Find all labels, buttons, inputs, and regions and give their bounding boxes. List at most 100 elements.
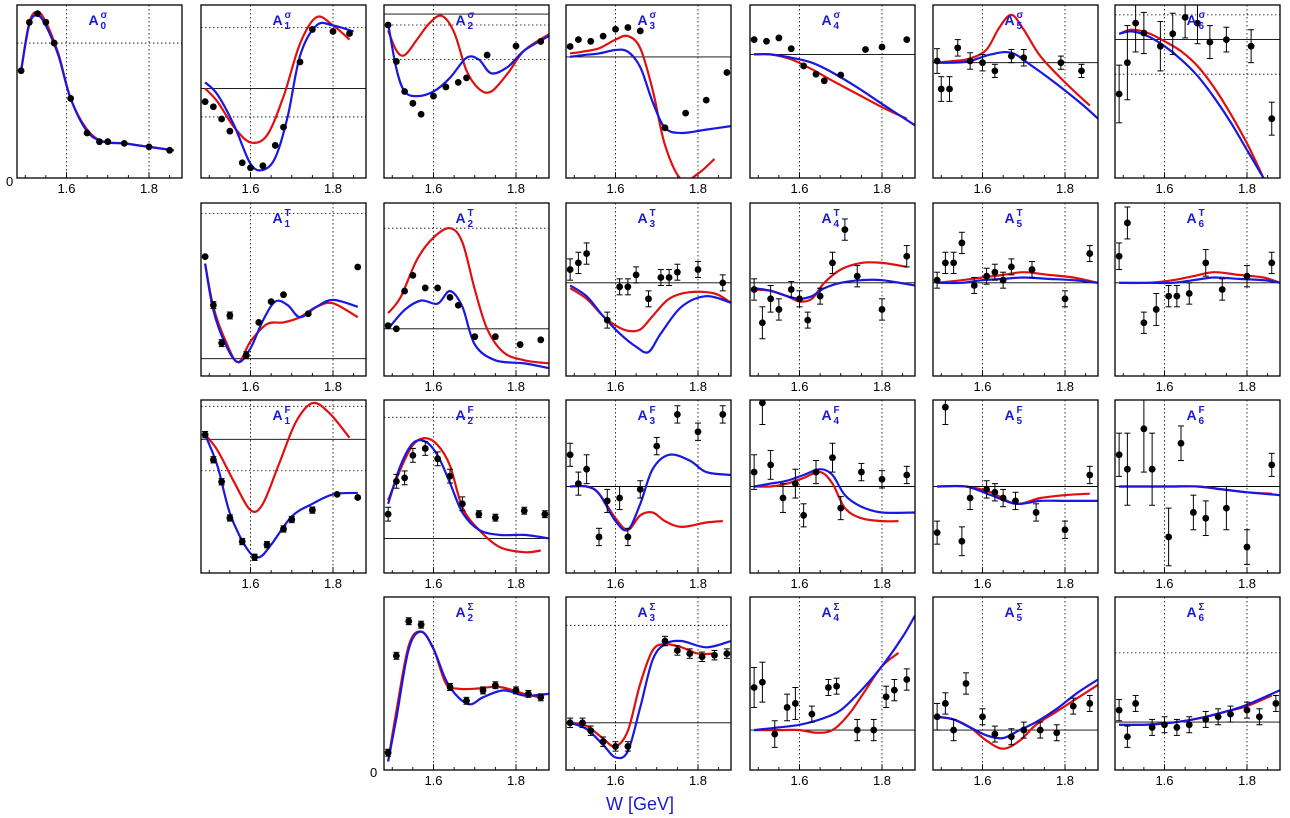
data-point bbox=[1202, 259, 1209, 266]
panel-title-sup: σ bbox=[101, 10, 108, 21]
data-point bbox=[422, 285, 429, 292]
data-point bbox=[537, 38, 544, 45]
panel-title: A bbox=[455, 12, 465, 28]
panel-title-sub: 6 bbox=[1199, 613, 1205, 624]
data-point bbox=[1020, 54, 1027, 61]
data-point bbox=[264, 541, 271, 548]
tick-label-x-2: 1.8 bbox=[873, 379, 891, 394]
panel-frame bbox=[750, 203, 915, 376]
x-axis-label: W [GeV] bbox=[606, 794, 674, 814]
data-point bbox=[920, 727, 927, 734]
data-point bbox=[1165, 293, 1172, 300]
data-point bbox=[1086, 700, 1093, 707]
data-point bbox=[1103, 727, 1110, 734]
panel-title: A bbox=[637, 210, 647, 226]
panel-13: 1.6 1.8A T6 bbox=[1115, 203, 1280, 394]
data-point bbox=[674, 269, 681, 276]
data-point bbox=[575, 259, 582, 266]
panel-title: A bbox=[1004, 12, 1014, 28]
panel-frame bbox=[384, 400, 549, 573]
data-point bbox=[854, 273, 861, 280]
data-point bbox=[934, 58, 941, 65]
data-point bbox=[422, 445, 429, 452]
data-point bbox=[309, 507, 316, 514]
data-point bbox=[393, 325, 400, 332]
data-point bbox=[354, 264, 361, 271]
data-point bbox=[991, 68, 998, 75]
model-b-curve bbox=[21, 15, 174, 150]
data-point bbox=[1186, 721, 1193, 728]
data-point bbox=[401, 288, 408, 295]
panel-title-sub: 4 bbox=[834, 416, 840, 427]
panel-frame bbox=[384, 5, 549, 178]
data-point bbox=[385, 749, 392, 756]
data-point bbox=[297, 59, 304, 66]
data-point bbox=[837, 505, 844, 512]
data-point bbox=[393, 652, 400, 659]
panel-title: A bbox=[455, 604, 465, 620]
data-point bbox=[1053, 729, 1060, 736]
tick-label-x-1: 1.6 bbox=[424, 773, 442, 788]
data-point bbox=[442, 84, 449, 91]
model-a-curve bbox=[754, 54, 907, 119]
tick-label-x-2: 1.8 bbox=[1238, 181, 1256, 196]
panel-title-sub: 3 bbox=[650, 219, 656, 230]
data-point bbox=[624, 283, 631, 290]
panel-title-sub: 2 bbox=[468, 21, 474, 32]
data-point bbox=[401, 88, 408, 95]
tick-label-x-2: 1.8 bbox=[1238, 379, 1256, 394]
data-point bbox=[288, 516, 295, 523]
data-point bbox=[575, 480, 582, 487]
panel-title-sup: T bbox=[285, 208, 291, 219]
data-point bbox=[1244, 707, 1251, 714]
panel-title-sub: 4 bbox=[834, 219, 840, 230]
data-point bbox=[166, 147, 173, 154]
model-a-curve bbox=[1119, 272, 1280, 283]
data-point bbox=[596, 534, 603, 541]
data-point bbox=[243, 352, 250, 359]
data-point bbox=[983, 273, 990, 280]
plot-area bbox=[751, 381, 915, 527]
data-point bbox=[354, 494, 361, 501]
data-point bbox=[950, 259, 957, 266]
data-point bbox=[385, 322, 392, 329]
data-point bbox=[84, 130, 91, 137]
panel-title-sup: Σ bbox=[650, 602, 656, 613]
model-b-curve bbox=[937, 52, 1098, 119]
data-point bbox=[418, 111, 425, 118]
data-point bbox=[637, 486, 644, 493]
panel-title-sup: F bbox=[834, 405, 840, 416]
data-point bbox=[1219, 286, 1226, 293]
data-point bbox=[971, 282, 978, 289]
data-point bbox=[1029, 266, 1036, 273]
panel-title: A bbox=[637, 407, 647, 423]
data-point bbox=[723, 650, 730, 657]
data-point bbox=[858, 469, 865, 476]
tick-label-x-1: 1.6 bbox=[973, 379, 991, 394]
data-point bbox=[67, 95, 74, 102]
plot-area bbox=[751, 219, 915, 339]
panel-title: A bbox=[455, 407, 465, 423]
data-point bbox=[616, 495, 623, 502]
panel-12: 1.6 1.8 A T5 bbox=[933, 203, 1098, 394]
panel-title-sub: 4 bbox=[834, 613, 840, 624]
data-point bbox=[409, 100, 416, 107]
data-point bbox=[950, 727, 957, 734]
data-point bbox=[525, 690, 532, 697]
data-point bbox=[600, 33, 607, 40]
data-point bbox=[305, 310, 312, 317]
panel-title-sub: 0 bbox=[101, 21, 107, 32]
panel-frame bbox=[1115, 203, 1280, 376]
data-point bbox=[537, 694, 544, 701]
data-point bbox=[604, 317, 611, 324]
data-point bbox=[309, 26, 316, 33]
data-point bbox=[202, 431, 209, 438]
data-point bbox=[1000, 277, 1007, 284]
data-point bbox=[695, 266, 702, 273]
plot-area bbox=[567, 243, 731, 353]
data-point bbox=[405, 618, 412, 625]
data-point bbox=[202, 98, 209, 105]
tick-label-x-1: 1.6 bbox=[973, 181, 991, 196]
panel-frame bbox=[384, 203, 549, 376]
data-point bbox=[226, 312, 233, 319]
